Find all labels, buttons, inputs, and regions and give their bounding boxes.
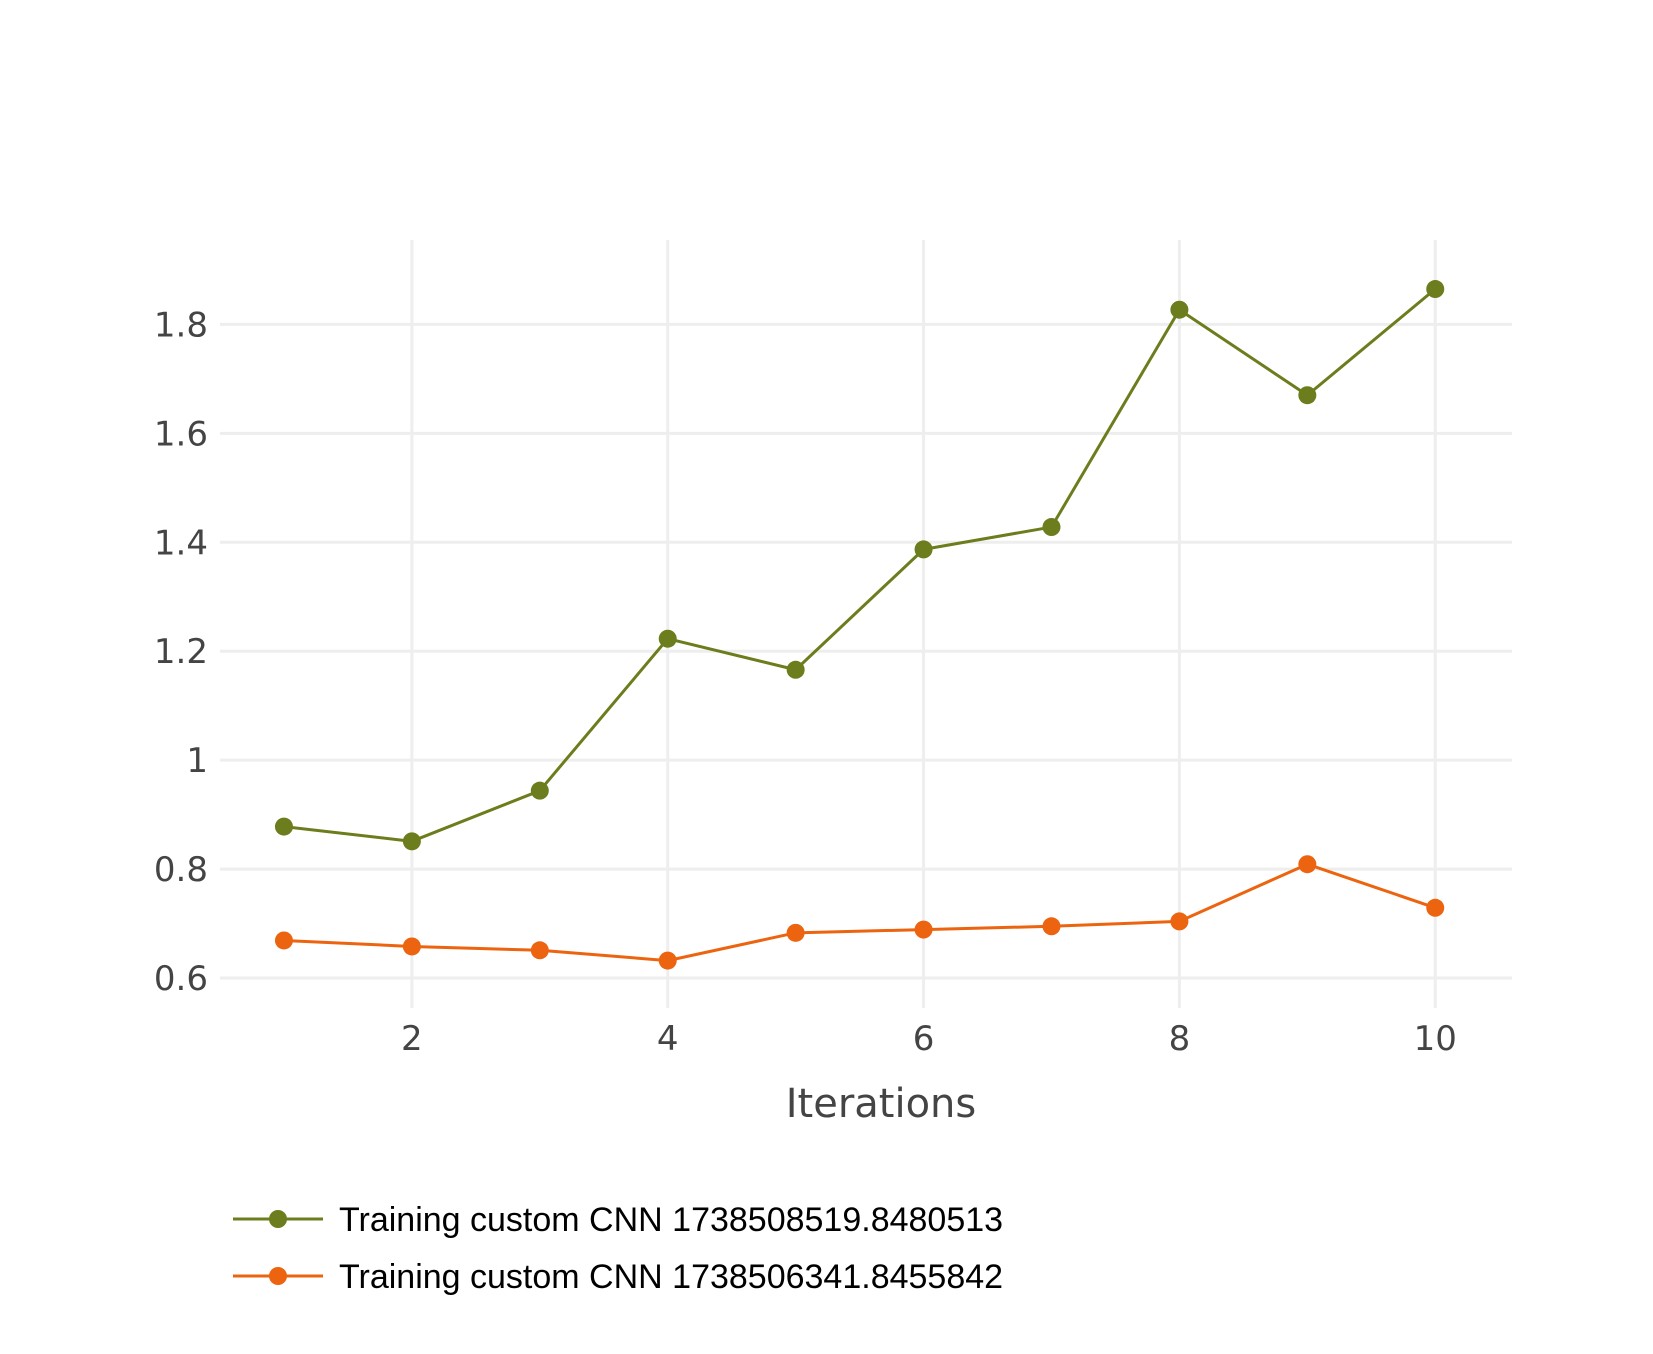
legend-label: Training custom CNN 1738508519.8480513 [339, 1201, 1003, 1239]
legend-label: Training custom CNN 1738506341.8455842 [339, 1258, 1003, 1296]
data-point[interactable] [530, 781, 549, 800]
data-point[interactable] [1170, 300, 1189, 319]
y-tick-label: 0.8 [154, 850, 208, 890]
y-tick-label: 1.8 [154, 305, 208, 345]
series-2 [274, 855, 1445, 970]
x-tick-label: 4 [657, 1019, 679, 1059]
data-point[interactable] [658, 629, 677, 648]
data-point[interactable] [786, 660, 805, 679]
x-axis-title: Iterations [786, 1081, 977, 1127]
grid [220, 240, 1512, 1008]
x-tick-label: 6 [913, 1019, 935, 1059]
legend-marker [269, 1210, 287, 1228]
series-1 [274, 280, 1445, 851]
data-point[interactable] [1170, 912, 1189, 931]
x-tick-label: 2 [401, 1019, 423, 1059]
data-point[interactable] [402, 832, 421, 851]
data-point[interactable] [274, 931, 293, 950]
y-tick-label: 1 [186, 741, 208, 781]
data-point[interactable] [402, 937, 421, 956]
x-axis: 2 4 6 8 10 [401, 1019, 1457, 1059]
data-point[interactable] [1298, 386, 1317, 405]
data-point[interactable] [1298, 855, 1317, 874]
y-axis: 0.6 0.8 1 1.2 1.4 1.6 1.8 [154, 305, 208, 999]
data-point[interactable] [1426, 280, 1445, 299]
data-point[interactable] [914, 920, 933, 939]
data-point[interactable] [658, 951, 677, 970]
series-line [283, 862, 1436, 963]
data-point[interactable] [914, 540, 933, 559]
data-point[interactable] [1426, 898, 1445, 917]
legend-marker [269, 1267, 287, 1285]
y-tick-label: 0.6 [154, 959, 208, 999]
x-tick-label: 10 [1414, 1019, 1457, 1059]
data-point[interactable] [274, 817, 293, 836]
series-line [283, 287, 1437, 843]
legend[interactable]: Training custom CNN 1738508519.8480513 Tr… [233, 1201, 1003, 1296]
data-point[interactable] [1042, 518, 1061, 537]
legend-item[interactable]: Training custom CNN 1738506341.8455842 [233, 1258, 1003, 1296]
plot-area [274, 280, 1445, 970]
legend-item[interactable]: Training custom CNN 1738508519.8480513 [233, 1201, 1003, 1239]
data-point[interactable] [530, 941, 549, 960]
y-tick-label: 1.4 [154, 523, 208, 563]
data-point[interactable] [786, 923, 805, 942]
data-point[interactable] [1042, 917, 1061, 936]
y-tick-label: 1.6 [154, 414, 208, 454]
y-tick-label: 1.2 [154, 632, 208, 672]
x-tick-label: 8 [1169, 1019, 1191, 1059]
